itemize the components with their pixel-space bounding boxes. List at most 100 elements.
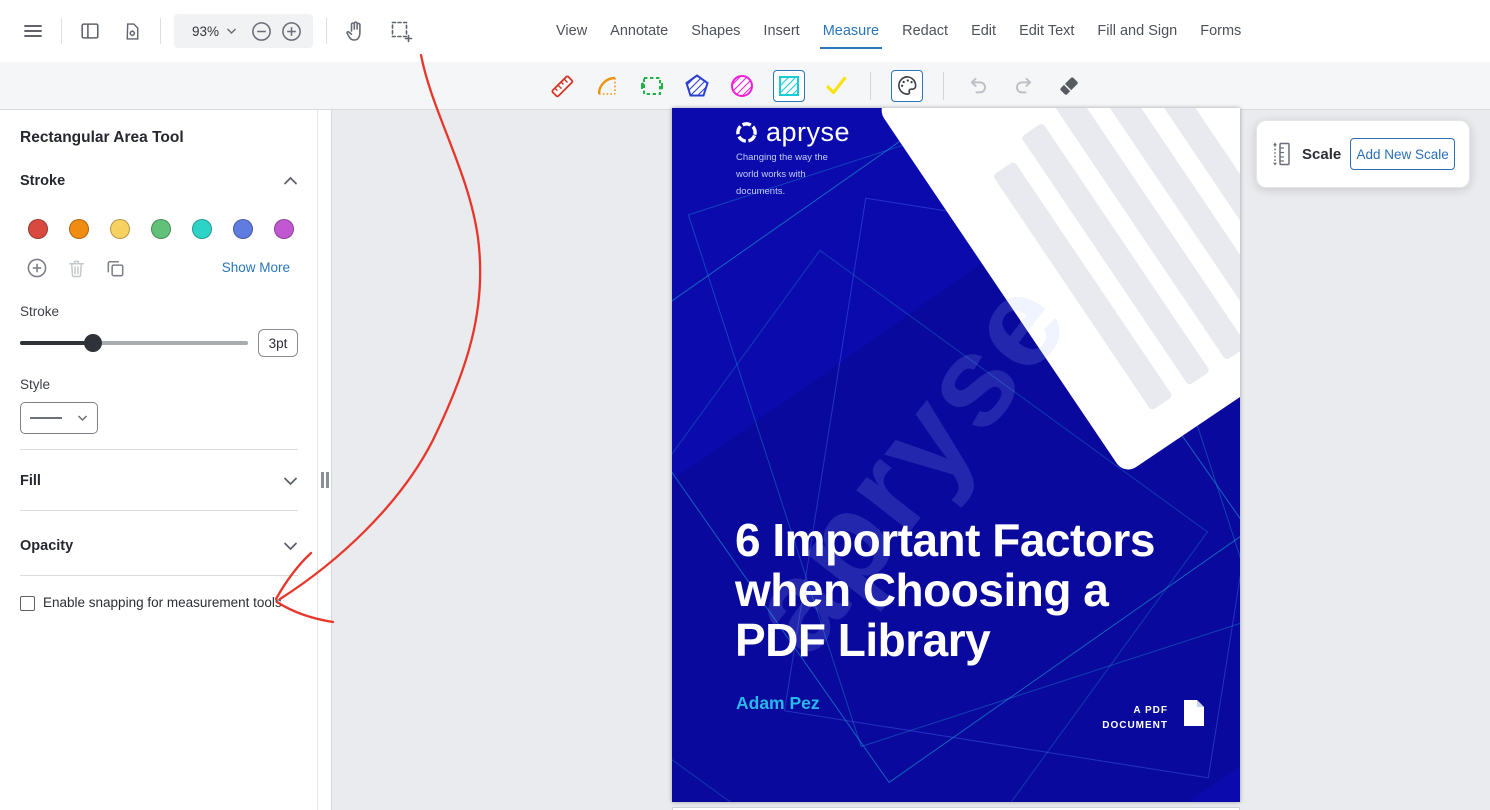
ellipse-area-measurement-tool-button[interactable] bbox=[728, 72, 756, 100]
color-swatch-red[interactable] bbox=[28, 219, 48, 239]
scale-popup: Scale Add New Scale bbox=[1256, 120, 1470, 188]
striped-pentagon-icon bbox=[684, 73, 710, 99]
tab-annotate[interactable]: Annotate bbox=[610, 23, 669, 39]
document-settings-icon bbox=[122, 21, 143, 42]
apryse-logo-icon bbox=[734, 120, 759, 145]
chevron-up-icon bbox=[283, 176, 298, 186]
marquee-select-icon bbox=[389, 19, 413, 43]
arc-measurement-tool-button[interactable] bbox=[593, 72, 621, 100]
color-swatch-yellow[interactable] bbox=[110, 219, 130, 239]
ribbon-divider bbox=[943, 71, 944, 100]
delete-color-button[interactable] bbox=[65, 257, 88, 280]
snapping-checkbox[interactable] bbox=[20, 596, 35, 611]
solid-line-swatch bbox=[30, 417, 62, 419]
add-new-scale-button[interactable]: Add New Scale bbox=[1350, 138, 1455, 170]
stroke-style-dropdown[interactable] bbox=[20, 402, 98, 434]
redo-icon bbox=[1011, 73, 1036, 98]
zoom-level-value[interactable]: 93% bbox=[192, 23, 220, 39]
opacity-section-header[interactable]: Opacity bbox=[20, 538, 298, 554]
striped-circle-icon bbox=[729, 73, 755, 99]
distance-measurement-tool-button[interactable] bbox=[548, 72, 576, 100]
color-swatch-orange[interactable] bbox=[69, 219, 89, 239]
cover-author: Adam Pez bbox=[736, 693, 820, 713]
stroke-color-palette bbox=[28, 219, 294, 239]
eraser-icon bbox=[1056, 73, 1081, 98]
eraser-button[interactable] bbox=[1054, 72, 1082, 100]
style-panel-toggle-button[interactable] bbox=[891, 69, 923, 102]
apryse-logo-text: apryse bbox=[766, 117, 851, 147]
snapping-checkbox-label: Enable snapping for measurement tools bbox=[43, 595, 282, 610]
dashed-rectangle-arrows-icon bbox=[639, 73, 665, 99]
tab-redact[interactable]: Redact bbox=[902, 23, 949, 39]
style-panel-title: Rectangular Area Tool bbox=[20, 129, 184, 146]
add-color-button[interactable] bbox=[25, 256, 49, 280]
chevron-down-icon bbox=[77, 414, 88, 422]
color-swatch-teal[interactable] bbox=[192, 219, 212, 239]
undo-button[interactable] bbox=[964, 72, 992, 100]
toolbar-divider bbox=[326, 18, 328, 44]
pdf-page-cover: apryse apryse Changing the way the world… bbox=[672, 108, 1240, 802]
page-controls-button[interactable] bbox=[117, 16, 147, 46]
chevron-down-icon bbox=[283, 476, 298, 486]
fill-section-header[interactable]: Fill bbox=[20, 473, 298, 489]
copy-color-button[interactable] bbox=[104, 257, 127, 280]
count-measurement-tool-button[interactable] bbox=[822, 72, 850, 100]
panel-resize-handle[interactable] bbox=[320, 472, 330, 488]
section-divider bbox=[20, 449, 298, 450]
color-swatch-purple[interactable] bbox=[274, 219, 294, 239]
tab-measure[interactable]: Measure bbox=[819, 0, 883, 62]
rectangular-area-measurement-tool-button-selected[interactable] bbox=[773, 69, 805, 102]
toolbar-divider bbox=[160, 18, 161, 44]
left-panel-toggle-button[interactable] bbox=[75, 16, 105, 46]
zoom-in-button[interactable] bbox=[280, 20, 303, 43]
area-measurement-tool-button[interactable] bbox=[683, 72, 711, 100]
fill-section-label: Fill bbox=[20, 473, 41, 489]
menu-button[interactable] bbox=[18, 16, 48, 46]
palette-icon bbox=[896, 74, 919, 97]
tab-fill-and-sign[interactable]: Fill and Sign bbox=[1097, 23, 1178, 39]
ruler-icon bbox=[549, 73, 575, 99]
arc-icon bbox=[594, 73, 620, 99]
toolbar-divider bbox=[61, 18, 62, 44]
panel-gutter bbox=[319, 110, 331, 810]
opacity-section-label: Opacity bbox=[20, 538, 74, 554]
tab-edit-text[interactable]: Edit Text bbox=[1019, 23, 1075, 39]
tab-edit[interactable]: Edit bbox=[971, 23, 997, 39]
striped-square-icon bbox=[777, 74, 801, 98]
perimeter-measurement-tool-button[interactable] bbox=[638, 72, 666, 100]
scale-ruler-icon bbox=[1271, 141, 1293, 167]
ribbon-tab-bar: View Annotate Shapes Insert Measure Reda… bbox=[556, 0, 1241, 62]
color-swatch-blue[interactable] bbox=[233, 219, 253, 239]
style-panel: Rectangular Area Tool Stroke bbox=[0, 110, 318, 810]
color-swatch-green[interactable] bbox=[151, 219, 171, 239]
marquee-zoom-button[interactable] bbox=[386, 16, 416, 46]
hamburger-icon bbox=[22, 20, 44, 42]
redo-button[interactable] bbox=[1009, 72, 1037, 100]
main-toolbar: 93% bbox=[0, 0, 1490, 62]
pdf-document-badge-icon bbox=[1183, 699, 1205, 727]
stroke-section-header[interactable]: Stroke bbox=[20, 173, 298, 189]
zoom-control: 93% bbox=[174, 14, 314, 48]
tab-shapes[interactable]: Shapes bbox=[691, 23, 741, 39]
stroke-width-slider[interactable] bbox=[20, 334, 248, 352]
zoom-out-button[interactable] bbox=[250, 20, 273, 43]
hand-pan-icon bbox=[343, 19, 367, 43]
tab-insert[interactable]: Insert bbox=[763, 23, 800, 39]
slider-thumb[interactable] bbox=[84, 334, 102, 352]
show-more-link[interactable]: Show More bbox=[221, 260, 290, 275]
tab-view[interactable]: View bbox=[556, 23, 588, 39]
section-divider bbox=[20, 575, 298, 576]
stroke-width-label: Stroke bbox=[20, 304, 60, 319]
tab-forms[interactable]: Forms bbox=[1200, 23, 1242, 39]
stroke-width-value[interactable]: 3pt bbox=[258, 329, 298, 357]
stroke-section-label: Stroke bbox=[20, 173, 66, 189]
cover-tagline: Changing the way the world works with do… bbox=[736, 152, 828, 197]
pan-tool-button[interactable] bbox=[340, 16, 370, 46]
slider-fill bbox=[20, 341, 92, 345]
undo-icon bbox=[966, 73, 991, 98]
zoom-dropdown-chevron-icon[interactable] bbox=[226, 27, 237, 35]
checkmark-icon bbox=[823, 73, 849, 99]
section-divider bbox=[20, 510, 298, 511]
stroke-style-label: Style bbox=[20, 377, 51, 392]
